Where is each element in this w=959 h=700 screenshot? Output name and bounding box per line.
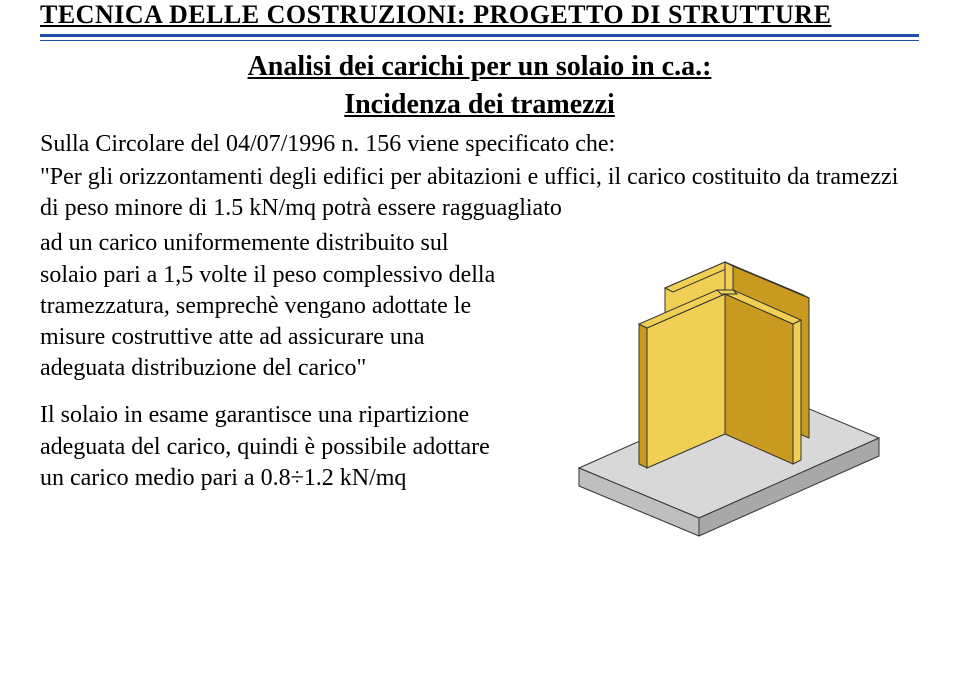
left-column: ad un carico uniformemente distribuito s… [40, 228, 509, 548]
wall-front-left-face-b [639, 324, 647, 468]
header-divider [40, 34, 919, 41]
wall-front-right-face-b [793, 320, 801, 464]
wall-center-top [717, 290, 737, 294]
page-title: TECNICA DELLE COSTRUZIONI: PROGETTO DI S… [40, 0, 919, 30]
quote-top: "Per gli orizzontamenti degli edifici pe… [40, 162, 919, 224]
isometric-walls-figure [539, 228, 909, 548]
subtitle-line-2: Incidenza dei tramezzi [40, 89, 919, 121]
two-column-layout: ad un carico uniformemente distribuito s… [40, 228, 919, 548]
subtitle-line-1: Analisi dei carichi per un solaio in c.a… [40, 51, 919, 83]
intro-text: Sulla Circolare del 04/07/1996 n. 156 vi… [40, 131, 919, 158]
right-column [529, 228, 919, 548]
paragraph-2: Il solaio in esame garantisce una ripart… [40, 400, 509, 494]
quote-left: ad un carico uniformemente distribuito s… [40, 228, 509, 384]
